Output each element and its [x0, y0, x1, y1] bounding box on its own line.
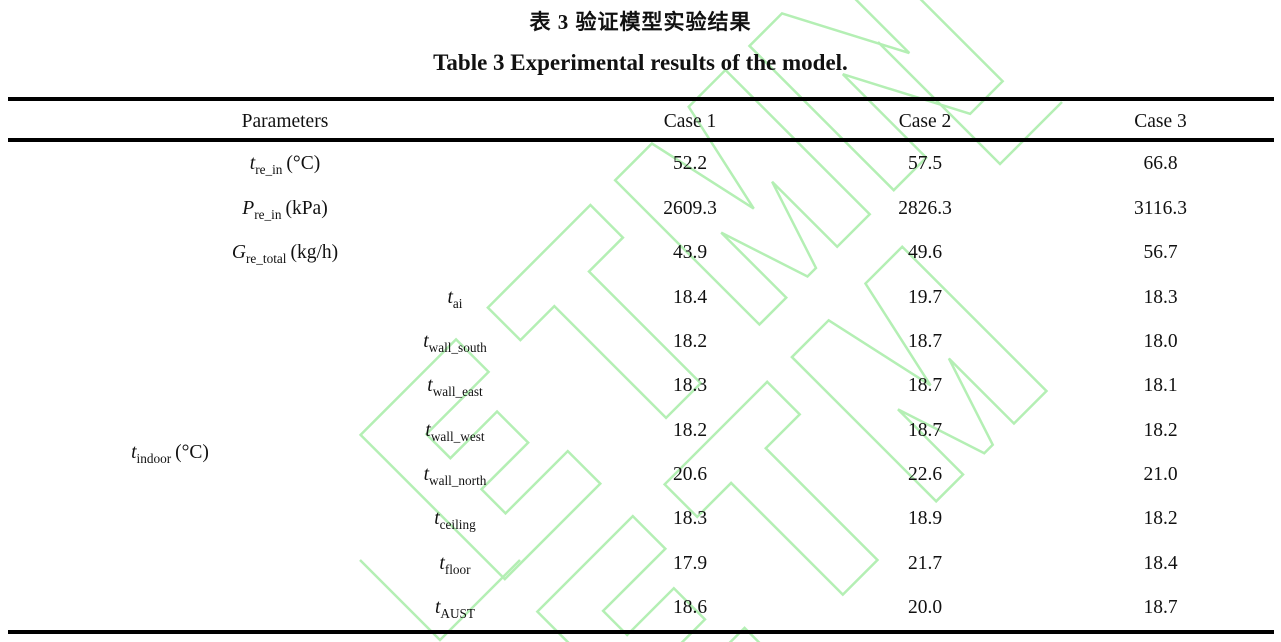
value-cell: 2826.3 [898, 197, 952, 219]
value-cell: 20.0 [907, 597, 943, 619]
value-cell: 18.2 [672, 330, 708, 352]
variable-subscript: wall_east [432, 384, 483, 400]
value-cell: 3116.3 [1134, 197, 1187, 219]
param-sublabel-t-ceiling: tceiling [340, 497, 570, 541]
value-cell: 52.2 [672, 153, 708, 175]
variable-subscript: re_total [245, 251, 287, 267]
unit-label: (kPa) [285, 197, 328, 219]
variable-subscript: wall_south [428, 339, 487, 355]
value-cell: 20.6 [672, 463, 708, 485]
value-cell: 18.7 [907, 419, 943, 441]
param-label-p-re-in: Pre_in (kPa) [0, 186, 570, 230]
param-label-t-re-in: tre_in (°C) [0, 142, 570, 186]
unit-label: (°C) [286, 153, 321, 175]
col-header-case2: Case 2 [898, 110, 952, 132]
value-cell: 21.7 [907, 552, 943, 574]
param-sublabel-t-ai: tai [340, 275, 570, 319]
table-title-en: Table 3 Experimental results of the mode… [433, 50, 848, 75]
unit-label: (°C) [175, 441, 209, 463]
value-cell: 43.9 [672, 242, 708, 264]
variable-subscript: re_in [255, 162, 283, 178]
value-cell: 18.2 [672, 419, 708, 441]
value-cell: 18.4 [672, 286, 708, 308]
param-sublabel-t-wall-north: twall_north [340, 453, 570, 497]
value-cell: 18.3 [672, 508, 708, 530]
value-cell: 18.4 [1143, 552, 1178, 574]
value-cell: 18.0 [1143, 330, 1178, 352]
value-cell: 18.2 [1143, 508, 1178, 530]
unit-label: (kg/h) [290, 242, 339, 264]
param-label-t-indoor: tindoor (°C) [0, 275, 340, 630]
results-table: Parameters Case 1 Case 2 Case 3 tre_in (°… [0, 101, 1281, 630]
value-cell: 2609.3 [663, 197, 717, 219]
param-sublabel-t-wall-south: twall_south [340, 319, 570, 363]
variable-subscript: ai [452, 295, 463, 311]
variable-symbol: t [131, 441, 137, 463]
value-cell: 18.7 [1143, 597, 1178, 619]
param-sublabel-t-wall-east: twall_east [340, 364, 570, 408]
variable-subscript: floor [444, 561, 471, 577]
value-cell: 22.6 [907, 463, 943, 485]
param-sublabel-t-aust: tAUST [340, 586, 570, 630]
value-cell: 18.9 [907, 508, 943, 530]
variable-subscript: ceiling [439, 517, 476, 533]
param-label-g-re-total: Gre_total (kg/h) [0, 231, 570, 275]
param-sublabel-t-floor: tfloor [340, 541, 570, 585]
col-header-parameters: Parameters [241, 110, 329, 132]
variable-subscript: indoor [136, 450, 172, 466]
col-header-case1: Case 1 [663, 110, 717, 132]
value-cell: 19.7 [907, 286, 943, 308]
value-cell: 21.0 [1143, 463, 1178, 485]
value-cell: 18.7 [907, 330, 943, 352]
value-cell: 18.1 [1143, 375, 1178, 397]
value-cell: 66.8 [1143, 153, 1178, 175]
variable-subscript: AUST [440, 605, 476, 621]
variable-symbol: t [249, 153, 256, 175]
value-cell: 18.3 [672, 375, 708, 397]
value-cell: 18.3 [1143, 286, 1178, 308]
value-cell: 57.5 [907, 153, 943, 175]
table-rule-header [8, 138, 1274, 142]
variable-symbol: P [242, 197, 255, 219]
table-rule-top [8, 97, 1274, 101]
variable-subscript: wall_west [430, 428, 485, 444]
variable-symbol: G [231, 242, 246, 264]
variable-subscript: re_in [254, 206, 282, 222]
value-cell: 49.6 [907, 242, 943, 264]
value-cell: 17.9 [672, 552, 708, 574]
value-cell: 56.7 [1143, 242, 1178, 264]
col-header-case3: Case 3 [1134, 110, 1187, 132]
value-cell: 18.7 [907, 375, 943, 397]
variable-subscript: wall_north [429, 472, 487, 488]
param-sublabel-t-wall-west: twall_west [340, 408, 570, 452]
value-cell: 18.2 [1143, 419, 1178, 441]
table-title-zh: 表 3 验证模型实验结果 [529, 10, 752, 34]
value-cell: 18.6 [672, 597, 708, 619]
table-rule-bottom [8, 630, 1274, 634]
variable-symbol: t [447, 286, 453, 308]
